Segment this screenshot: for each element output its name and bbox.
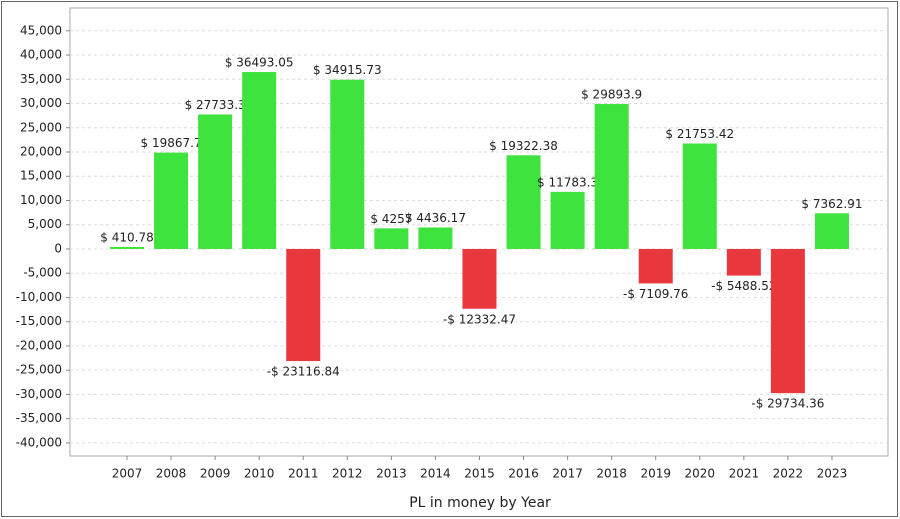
- x-tick-label: 2022: [773, 467, 804, 481]
- x-tick-label: 2014: [420, 467, 451, 481]
- bar: [154, 152, 189, 249]
- x-axis-label: PL in money by Year: [409, 495, 551, 511]
- x-tick-label: 2009: [200, 467, 231, 481]
- y-tick-label: 20,000: [20, 145, 62, 159]
- x-tick-label: 2011: [288, 467, 319, 481]
- bar: [550, 191, 585, 249]
- bar: [682, 143, 717, 249]
- y-tick-label: 25,000: [20, 120, 62, 134]
- x-tick-label: 2023: [817, 467, 848, 481]
- y-tick-label: -10,000: [16, 290, 62, 304]
- y-tick-label: 15,000: [20, 169, 62, 183]
- data-label: -$ 29734.36: [751, 397, 824, 411]
- y-tick-label: 0: [54, 241, 62, 255]
- y-tick-label: -15,000: [16, 314, 62, 328]
- bar: [726, 248, 761, 276]
- data-label: $ 4436.17: [405, 211, 466, 225]
- x-tick-label: 2015: [464, 467, 495, 481]
- x-tick-label: 2019: [640, 467, 671, 481]
- bar: [198, 114, 233, 249]
- data-label: $ 410.78: [100, 230, 153, 244]
- data-label: -$ 23116.84: [267, 365, 340, 379]
- x-tick-label: 2013: [376, 467, 407, 481]
- y-tick-label: -40,000: [16, 435, 62, 449]
- data-label: $ 19867.7: [141, 136, 202, 150]
- x-tick-label: 2018: [596, 467, 627, 481]
- y-tick-label: -30,000: [16, 387, 62, 401]
- y-tick-label: 45,000: [20, 23, 62, 37]
- x-tick-label: 2020: [685, 467, 716, 481]
- y-tick-label: 5,000: [28, 217, 62, 231]
- bar: [506, 155, 541, 249]
- x-tick-label: 2007: [112, 467, 143, 481]
- data-label: $ 34915.73: [313, 63, 382, 77]
- bar: [594, 104, 629, 249]
- data-label: -$ 12332.47: [443, 312, 516, 326]
- y-tick-label: 30,000: [20, 96, 62, 110]
- data-label: $ 27733.3: [185, 98, 246, 112]
- y-tick-label: -20,000: [16, 338, 62, 352]
- bar: [462, 248, 497, 309]
- y-tick-label: 40,000: [20, 48, 62, 62]
- bar: [374, 228, 409, 249]
- bar: [638, 248, 673, 284]
- x-tick-label: 2016: [508, 467, 539, 481]
- bar: [814, 213, 849, 249]
- bar: [242, 72, 277, 249]
- data-label: $ 11783.3: [537, 175, 598, 189]
- plot-area: [69, 7, 889, 457]
- data-label: $ 29893.9: [581, 88, 642, 102]
- y-tick-label: -35,000: [16, 411, 62, 425]
- data-label: $ 36493.05: [225, 56, 294, 70]
- y-tick-label: -25,000: [16, 363, 62, 377]
- x-tick-label: 2017: [552, 467, 583, 481]
- data-label: $ 7362.91: [801, 197, 862, 211]
- x-tick-label: 2010: [244, 467, 275, 481]
- bar: [286, 248, 321, 362]
- y-tick-label: 10,000: [20, 193, 62, 207]
- bar: [330, 79, 365, 249]
- data-label: $ 4257: [370, 212, 412, 226]
- bar: [418, 227, 453, 249]
- x-tick-label: 2008: [156, 467, 187, 481]
- y-tick-label: -5,000: [23, 266, 62, 280]
- x-tick-label: 2021: [729, 467, 760, 481]
- x-tick-label: 2012: [332, 467, 363, 481]
- data-label: -$ 5488.52: [711, 279, 776, 293]
- data-label: -$ 7109.76: [623, 287, 688, 301]
- data-label: $ 21753.42: [665, 127, 734, 141]
- y-tick-label: 35,000: [20, 72, 62, 86]
- bar: [770, 248, 805, 394]
- data-label: $ 19322.38: [489, 139, 558, 153]
- bar: [110, 246, 144, 249]
